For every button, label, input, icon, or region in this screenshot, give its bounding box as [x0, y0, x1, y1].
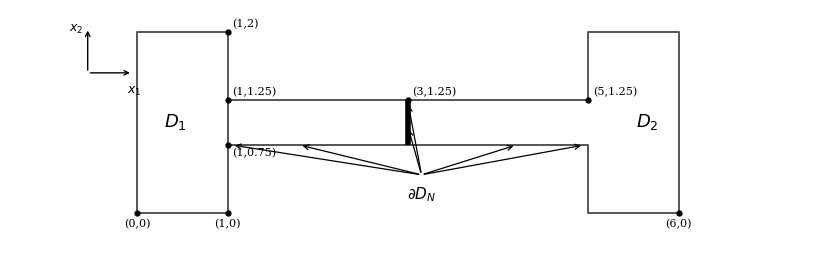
Text: (1,2): (1,2)	[232, 19, 259, 29]
Text: $x_1$: $x_1$	[128, 85, 142, 98]
Text: (6,0): (6,0)	[666, 219, 692, 229]
Text: (3,1.25): (3,1.25)	[413, 87, 457, 97]
Text: (1,1.25): (1,1.25)	[232, 87, 276, 97]
Text: $D_2$: $D_2$	[636, 113, 658, 133]
Text: $\partial D_N$: $\partial D_N$	[407, 186, 436, 204]
Text: $x_2$: $x_2$	[69, 23, 83, 36]
Text: (5,1.25): (5,1.25)	[593, 87, 637, 97]
Text: (1,0.75): (1,0.75)	[232, 148, 276, 158]
Text: (1,0): (1,0)	[214, 219, 241, 229]
Text: $D_1$: $D_1$	[163, 113, 187, 133]
Text: (0,0): (0,0)	[124, 219, 151, 229]
